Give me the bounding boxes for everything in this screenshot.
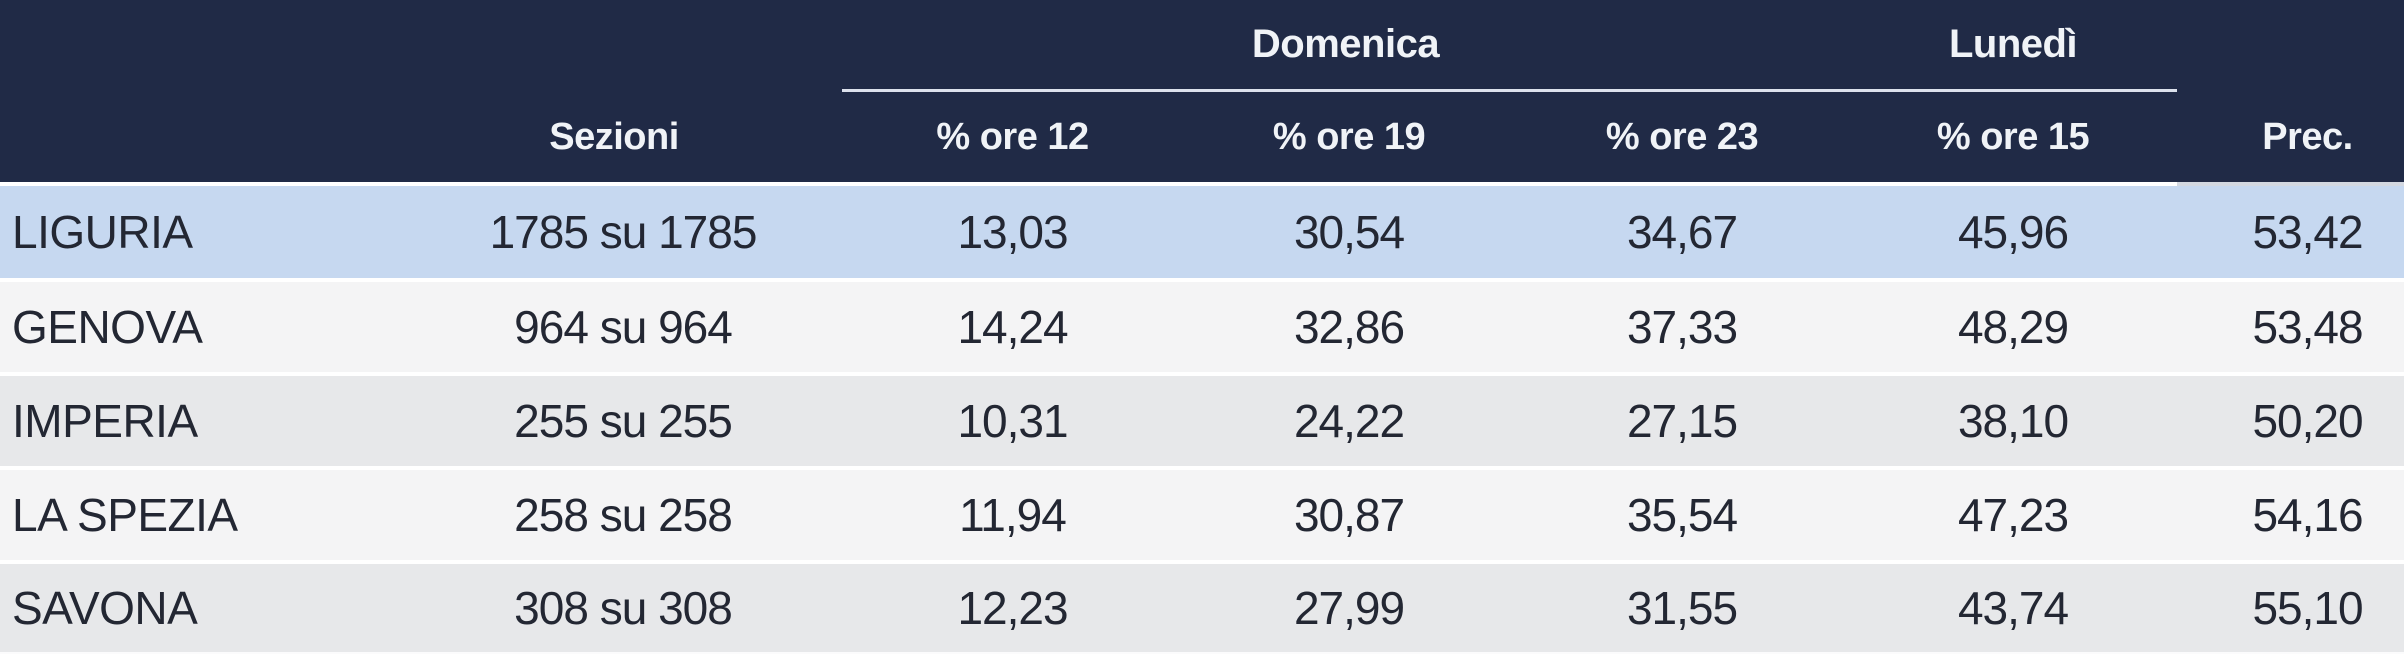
ore15-cell: 47,23 bbox=[1957, 489, 2069, 541]
prec-cell: 54,16 bbox=[2252, 489, 2363, 541]
column-header-ore23: % ore 23 bbox=[1605, 115, 1759, 158]
column-header-ore15: % ore 15 bbox=[1936, 115, 2090, 158]
ore12-cell: 13,03 bbox=[957, 206, 1068, 258]
column-header-prec: Prec. bbox=[2262, 115, 2353, 158]
table-row: LA SPEZIA 258 su 258 11,94 30,87 35,54 4… bbox=[0, 466, 2404, 560]
table-row: LIGURIA 1785 su 1785 13,03 30,54 34,67 4… bbox=[0, 186, 2404, 278]
ore19-cell: 32,86 bbox=[1293, 301, 1405, 353]
table-row: GENOVA 964 su 964 14,24 32,86 37,33 48,2… bbox=[0, 278, 2404, 372]
prec-cell: 50,20 bbox=[2252, 395, 2363, 447]
ore19-cell: 30,87 bbox=[1293, 489, 1405, 541]
ore23-cell: 35,54 bbox=[1626, 489, 1738, 541]
table-row: IMPERIA 255 su 255 10,31 24,22 27,15 38,… bbox=[0, 372, 2404, 466]
ore15-cell: 45,96 bbox=[1957, 206, 2069, 258]
ore19-cell: 30,54 bbox=[1293, 206, 1405, 258]
group-header-domenica: Domenica bbox=[842, 0, 1849, 92]
ore23-cell: 37,33 bbox=[1626, 301, 1738, 353]
ore12-cell: 11,94 bbox=[959, 489, 1067, 541]
ore12-cell: 12,23 bbox=[957, 582, 1068, 634]
region-name-cell: SAVONA bbox=[12, 582, 198, 634]
ore15-cell: 43,74 bbox=[1957, 582, 2069, 634]
table-body: LIGURIA 1785 su 1785 13,03 30,54 34,67 4… bbox=[0, 186, 2404, 654]
sezioni-cell: 255 su 255 bbox=[514, 395, 733, 447]
region-name-cell: GENOVA bbox=[12, 301, 203, 353]
sezioni-cell: 964 su 964 bbox=[514, 301, 733, 353]
table-row: SAVONA 308 su 308 12,23 27,99 31,55 43,7… bbox=[0, 560, 2404, 654]
ore12-cell: 14,24 bbox=[957, 301, 1068, 353]
prec-cell: 53,42 bbox=[2252, 206, 2363, 258]
ore15-cell: 38,10 bbox=[1957, 395, 2069, 447]
sezioni-cell: 308 su 308 bbox=[514, 582, 733, 634]
region-name-cell: LIGURIA bbox=[12, 206, 193, 258]
prec-cell: 55,10 bbox=[2252, 582, 2363, 634]
sezioni-cell: 258 su 258 bbox=[514, 489, 733, 541]
ore19-cell: 27,99 bbox=[1293, 582, 1405, 634]
table-header: Domenica Lunedì Sezioni % ore 12 % ore 1… bbox=[0, 0, 2404, 186]
group-header-lunedi: Lunedì bbox=[1849, 0, 2177, 92]
sezioni-cell: 1785 su 1785 bbox=[489, 206, 758, 258]
column-header-ore12: % ore 12 bbox=[936, 115, 1089, 158]
region-name-cell: LA SPEZIA bbox=[12, 489, 238, 541]
region-name-cell: IMPERIA bbox=[12, 395, 198, 447]
column-header-ore19: % ore 19 bbox=[1272, 115, 1426, 158]
ore15-cell: 48,29 bbox=[1957, 301, 2069, 353]
column-header-sezioni: Sezioni bbox=[549, 115, 679, 158]
ore12-cell: 10,31 bbox=[957, 395, 1068, 447]
ore23-cell: 34,67 bbox=[1626, 206, 1738, 258]
ore23-cell: 31,55 bbox=[1626, 582, 1738, 634]
prec-cell: 53,48 bbox=[2252, 301, 2363, 353]
ore19-cell: 24,22 bbox=[1293, 395, 1405, 447]
ore23-cell: 27,15 bbox=[1626, 395, 1738, 447]
